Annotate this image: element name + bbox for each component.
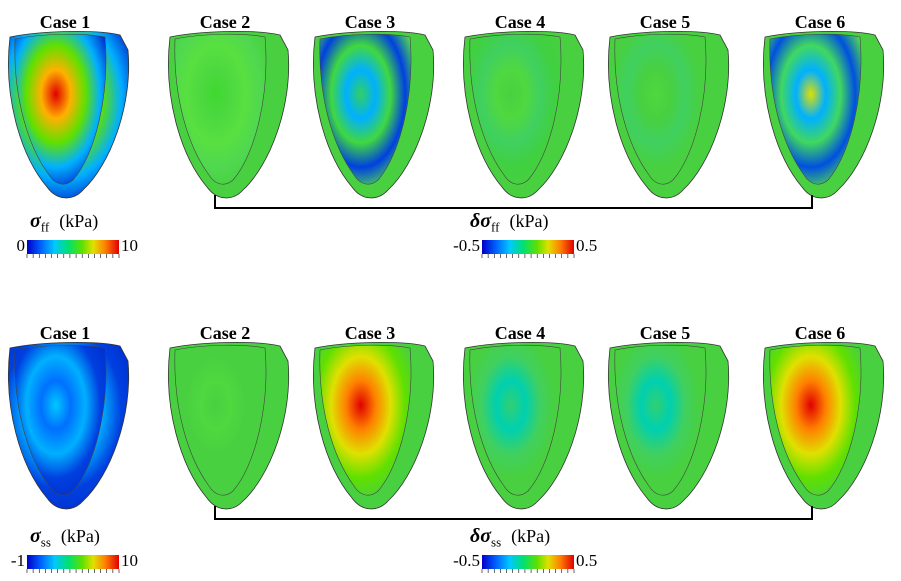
bracket	[214, 506, 813, 520]
bracket	[214, 195, 813, 209]
heart-inner	[14, 344, 107, 496]
heart-inner	[614, 33, 707, 185]
colorbar-min: -0.5	[453, 551, 480, 570]
heart	[763, 342, 885, 510]
heart-inner	[14, 33, 107, 185]
case-label: Case 2	[200, 12, 251, 32]
heart-inner	[319, 344, 412, 496]
unit: (kPa)	[60, 526, 100, 546]
unit: (kPa)	[59, 211, 99, 231]
colorbar-label: σss (kPa)	[30, 525, 100, 551]
heart-inner	[319, 33, 412, 185]
heart-inner	[174, 33, 267, 185]
case-label: Case 4	[495, 323, 546, 343]
heart-inner	[174, 344, 267, 496]
colorbar	[482, 555, 574, 569]
colorbar-min: 0	[16, 236, 26, 255]
heart-inner	[469, 344, 562, 496]
colorbar-label: δσff (kPa)	[470, 210, 548, 236]
heart-inner	[769, 33, 862, 185]
colorbar-label: σff (kPa)	[30, 210, 98, 236]
heart	[763, 31, 885, 199]
case-label: Case 6	[795, 12, 846, 32]
symbol: δσ	[470, 210, 492, 232]
colorbar	[482, 240, 574, 254]
unit: (kPa)	[511, 526, 551, 546]
colorbar-max: 10	[121, 551, 138, 570]
subscript: ff	[40, 219, 50, 235]
heart-inner	[614, 344, 707, 496]
heart	[463, 31, 585, 199]
symbol: δσ	[470, 525, 492, 547]
heart	[168, 31, 290, 199]
case-label: Case 5	[640, 323, 691, 343]
colorbar-max: 0.5	[576, 551, 598, 570]
colorbar	[27, 240, 119, 254]
case-label: Case 5	[640, 12, 691, 32]
unit: (kPa)	[509, 211, 549, 231]
colorbar-max: 10	[121, 236, 138, 255]
heart	[608, 31, 730, 199]
heart-inner	[469, 33, 562, 185]
colorbar-label: δσss (kPa)	[470, 525, 550, 551]
symbol: σ	[30, 525, 41, 547]
colorbar-min: -1	[10, 551, 25, 570]
heart	[313, 31, 435, 199]
heart	[8, 31, 130, 199]
heart	[168, 342, 290, 510]
subscript: ss	[40, 534, 51, 550]
subscript: ff	[491, 219, 500, 235]
case-label: Case 1	[40, 323, 91, 343]
case-label: Case 2	[200, 323, 251, 343]
heart	[608, 342, 730, 510]
case-label: Case 4	[495, 12, 546, 32]
symbol: σ	[30, 210, 41, 232]
case-label: Case 3	[345, 12, 396, 32]
case-label: Case 1	[40, 12, 91, 32]
heart	[463, 342, 585, 510]
colorbar-max: 0.5	[576, 236, 598, 255]
case-label: Case 3	[345, 323, 396, 343]
subscript: ss	[491, 534, 502, 550]
colorbar-min: -0.5	[453, 236, 480, 255]
heart	[8, 342, 130, 510]
case-label: Case 6	[795, 323, 846, 343]
colorbar	[27, 555, 119, 569]
heart	[313, 342, 435, 510]
heart-inner	[769, 344, 862, 496]
